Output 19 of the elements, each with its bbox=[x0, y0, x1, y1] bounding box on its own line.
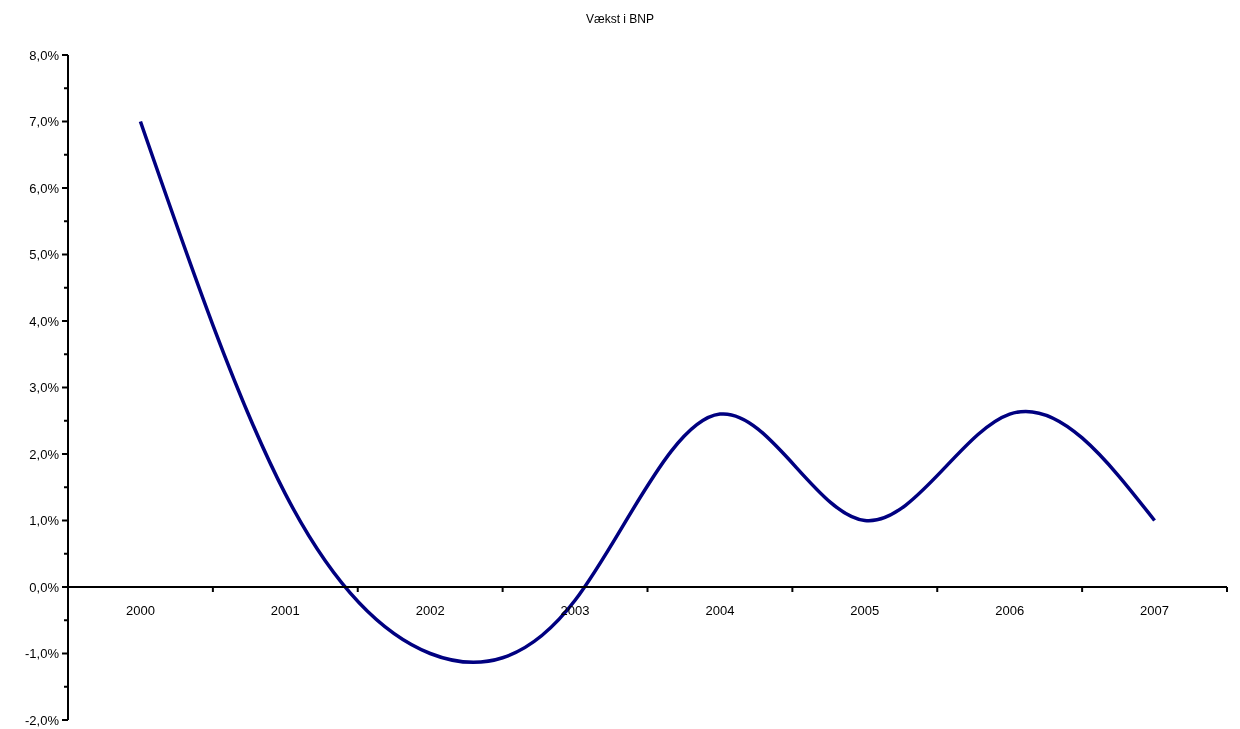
y-tick-label: 1,0% bbox=[29, 513, 60, 528]
chart-title: Vækst i BNP bbox=[585, 12, 655, 26]
y-tick-label: 5,0% bbox=[29, 247, 60, 262]
y-tick-label: 6,0% bbox=[29, 180, 60, 196]
y-tick-label: -2,0% bbox=[25, 712, 60, 728]
y-tick-label: -1,0% bbox=[25, 646, 60, 661]
x-tick-label: 2006 bbox=[995, 603, 1025, 618]
x-tick-label: 2000 bbox=[125, 603, 155, 618]
x-tick-label: 2002 bbox=[415, 603, 445, 618]
x-tick-label: 2001 bbox=[270, 603, 300, 618]
y-tick-label: 2,0% bbox=[29, 446, 60, 462]
x-tick-label: 2007 bbox=[1140, 603, 1170, 618]
y-tick-label: 0,0% bbox=[29, 579, 60, 595]
y-tick-label: 3,0% bbox=[29, 380, 60, 395]
y-tick-label: 4,0% bbox=[29, 313, 60, 329]
x-tick-label: 2005 bbox=[850, 603, 880, 618]
y-tick-label: 7,0% bbox=[29, 114, 60, 129]
x-tick-label: 2004 bbox=[705, 603, 735, 618]
y-tick-label: 8,0% bbox=[29, 47, 60, 63]
